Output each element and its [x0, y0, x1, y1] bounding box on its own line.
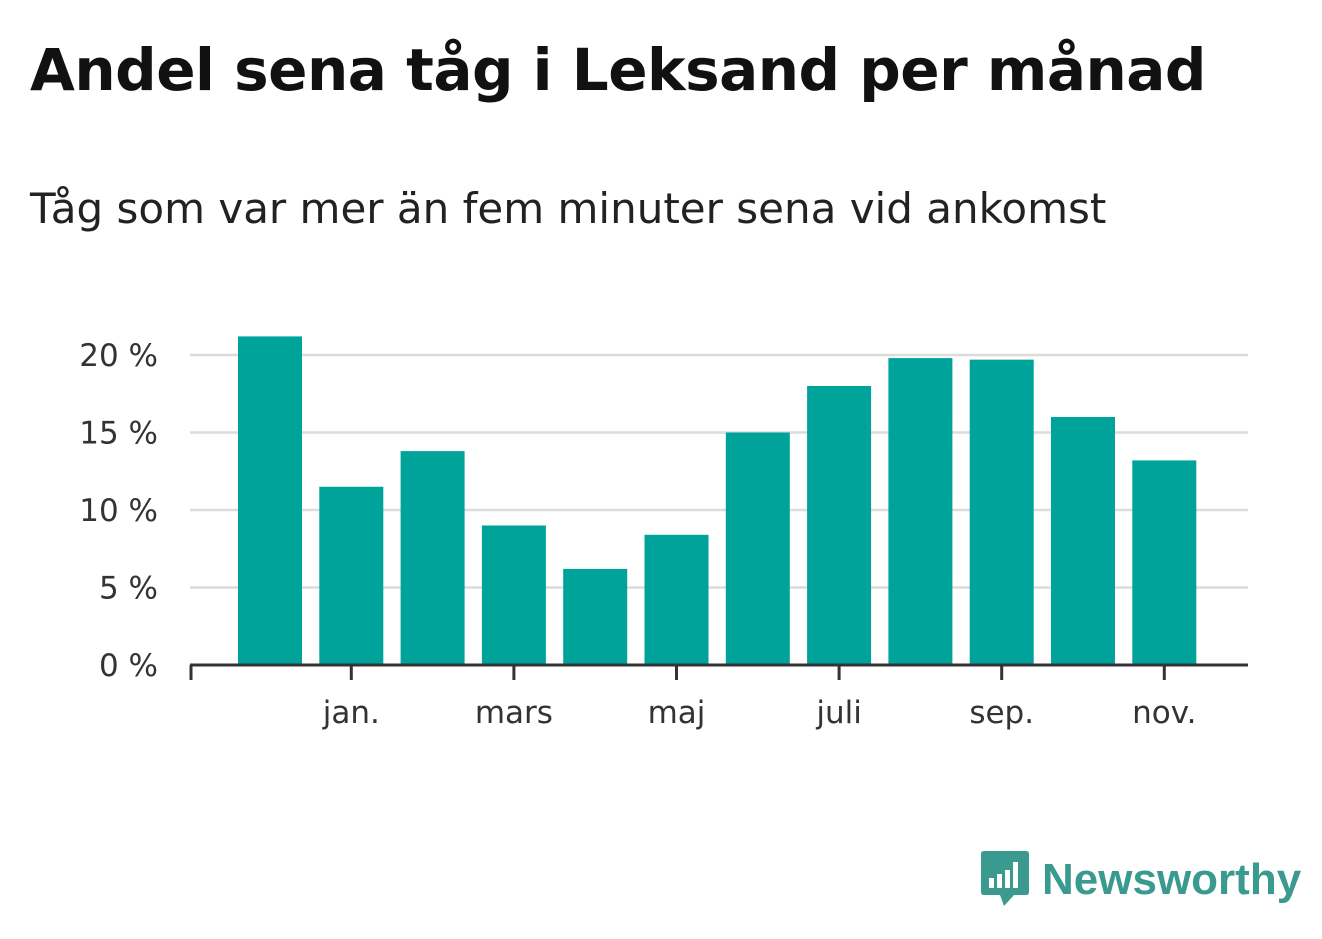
y-tick-label: 5 % [99, 571, 158, 607]
bar [238, 336, 302, 665]
bar [319, 486, 384, 665]
bar [807, 386, 872, 665]
bar [1051, 417, 1115, 665]
bar [481, 525, 546, 665]
logo-text: Newsworthy [1042, 855, 1302, 904]
bar [563, 568, 628, 665]
chart-title: Andel sena tåg i Leksand per månad [30, 36, 1206, 104]
x-tick-label: mars [475, 695, 553, 731]
bars [238, 336, 1197, 665]
y-tick-label: 20 % [79, 338, 158, 374]
y-tick-label: 10 % [79, 493, 158, 529]
y-tick-label: 0 % [99, 648, 158, 684]
bar [888, 358, 953, 665]
x-tick-label: nov. [1132, 695, 1196, 731]
bar [1132, 460, 1197, 665]
chart-subtitle: Tåg som var mer än fem minuter sena vid … [30, 184, 1107, 233]
x-tick-label: juli [815, 695, 862, 731]
x-tick-label: sep. [969, 695, 1034, 731]
x-tick-label: maj [648, 695, 706, 731]
bar [725, 432, 790, 665]
x-tick-label: jan. [322, 695, 380, 731]
bar-chart: 0 % 5 % 10 % 15 % 20 % jan. mars maj juli sep. no… [79, 336, 1248, 731]
bar [969, 359, 1034, 665]
x-axis [189, 663, 1248, 680]
y-axis-labels: 0 % 5 % 10 % 15 % 20 % [79, 338, 158, 684]
bar [644, 534, 709, 665]
newsworthy-logo: Newsworthy [980, 848, 1301, 912]
x-axis-labels: jan. mars maj juli sep. nov. [322, 695, 1197, 731]
bar [400, 451, 465, 665]
bar-chart-speech-bubble-icon [980, 848, 1030, 912]
y-tick-label: 15 % [79, 416, 158, 452]
